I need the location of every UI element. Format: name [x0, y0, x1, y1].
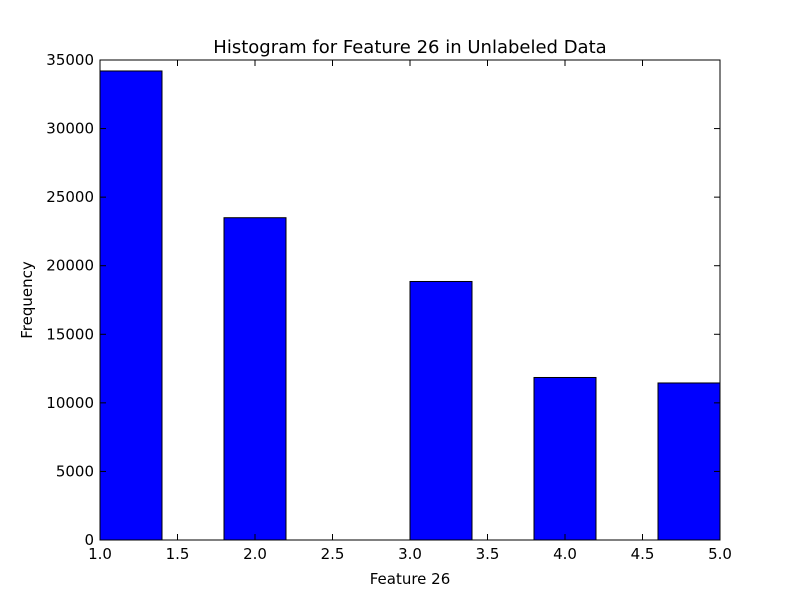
y-tick-label: 30000: [46, 120, 94, 138]
x-axis-label: Feature 26: [370, 570, 451, 588]
y-tick-label: 15000: [46, 325, 94, 343]
histogram-bar: [223, 217, 287, 541]
y-axis-label: Frequency: [18, 261, 36, 339]
histogram-bar: [99, 70, 163, 541]
y-tick-label: 10000: [46, 394, 94, 412]
histogram-bar: [657, 382, 721, 541]
x-tick-label: 5.0: [708, 545, 732, 563]
histogram-bar: [533, 376, 597, 541]
y-tick-label: 25000: [46, 188, 94, 206]
plot-frame: [99, 59, 721, 541]
y-tick-label: 20000: [46, 257, 94, 275]
y-tick-label: 5000: [56, 462, 94, 480]
chart-title: Histogram for Feature 26 in Unlabeled Da…: [213, 37, 606, 58]
ticks-group: 1.0 1.5 2.0 2.5 3.0 3.5 4.0 4.5 5.0 0 5000 10000 150…: [46, 51, 732, 563]
y-tick-label: 0: [84, 531, 94, 549]
x-tick-label: 2.5: [321, 545, 345, 563]
x-tick-label: 1.5: [166, 545, 190, 563]
x-tick-label: 4.0: [553, 545, 577, 563]
x-tick-label: 4.5: [631, 545, 655, 563]
x-tick-label: 3.0: [398, 545, 422, 563]
bars-group: [99, 70, 721, 541]
histogram-bar: [409, 280, 473, 541]
y-tick-label: 35000: [46, 51, 94, 69]
x-tick-label: 3.5: [476, 545, 500, 563]
x-tick-label: 2.0: [243, 545, 267, 563]
x-tick-label: 1.0: [88, 545, 112, 563]
